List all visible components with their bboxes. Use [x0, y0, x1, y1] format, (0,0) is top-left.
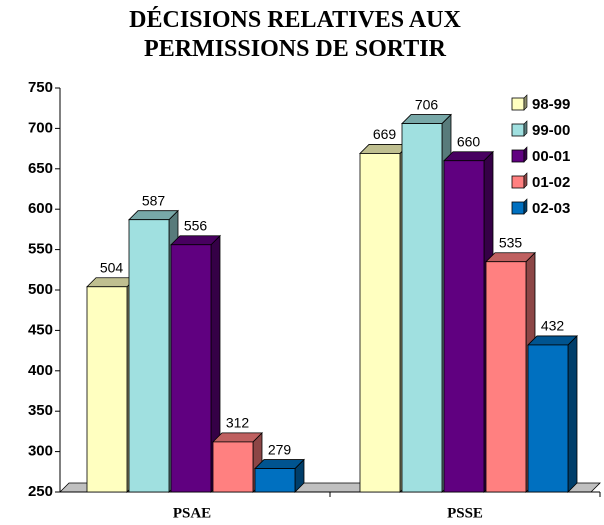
y-tick-label: 600: [28, 200, 53, 217]
bar: [254, 458, 305, 493]
y-tick-label: 750: [28, 79, 53, 96]
bar-top: [443, 151, 494, 162]
legend-swatch: [511, 175, 525, 189]
legend-label: 01-02: [532, 174, 570, 191]
bar-side: [567, 334, 578, 493]
bar-top: [254, 459, 305, 469]
data-label: 432: [541, 318, 565, 334]
y-tick-label: 500: [28, 281, 53, 298]
data-label: 504: [100, 259, 124, 275]
bar-front: [443, 160, 485, 493]
x-tick-label: PSAE: [173, 505, 211, 521]
data-label: 587: [142, 192, 166, 208]
data-label: 279: [268, 441, 292, 457]
y-tick-label: 400: [28, 362, 53, 379]
bar-front: [527, 344, 569, 493]
bar: [170, 234, 221, 493]
data-label: 660: [457, 133, 481, 149]
legend-swatch-side: [523, 120, 528, 137]
legend-label: 00-01: [532, 148, 570, 165]
legend-swatch-side: [523, 146, 528, 163]
y-tick-label: 450: [28, 321, 53, 338]
legend-label: 99-00: [532, 122, 570, 139]
legend-swatch: [511, 123, 525, 137]
bar-front: [359, 153, 401, 493]
y-tick-label: 250: [28, 483, 53, 500]
data-label: 669: [373, 126, 397, 142]
legend-swatch-side: [523, 172, 528, 189]
bar-front: [170, 244, 212, 493]
legend-swatch-side: [523, 94, 528, 111]
bar-front: [254, 468, 296, 493]
chart-title: DÉCISIONS RELATIVES AUX PERMISSIONS DE S…: [129, 7, 461, 62]
y-tick-label: 550: [28, 241, 53, 258]
bar-front: [401, 123, 443, 493]
bar-front: [86, 286, 128, 493]
y-tick-label: 350: [28, 402, 53, 419]
legend-swatch-side: [523, 198, 528, 215]
bar-top: [170, 235, 221, 246]
legend-label: 02-03: [532, 200, 570, 217]
legend-swatch: [511, 149, 525, 163]
legend-swatch: [511, 97, 525, 111]
bar: [485, 251, 536, 493]
bar-top: [401, 114, 452, 124]
y-tick-label: 700: [28, 119, 53, 136]
y-tick-label: 650: [28, 160, 53, 177]
bar-front: [128, 219, 170, 493]
data-label: 556: [184, 217, 208, 233]
x-tick-label: PSSE: [447, 505, 483, 521]
legend-swatch: [511, 201, 525, 215]
data-label: 535: [499, 234, 523, 250]
data-label: 706: [415, 96, 439, 112]
bar-front: [485, 261, 527, 493]
bar-top: [212, 432, 263, 443]
bar-top: [527, 335, 578, 346]
bar-top: [128, 210, 179, 221]
y-tick-label: 300: [28, 443, 53, 460]
legend-label: 98-99: [532, 96, 570, 113]
data-label: 312: [226, 415, 250, 431]
bar-top: [485, 252, 536, 263]
bar-front: [212, 441, 254, 493]
bar: [527, 334, 578, 493]
